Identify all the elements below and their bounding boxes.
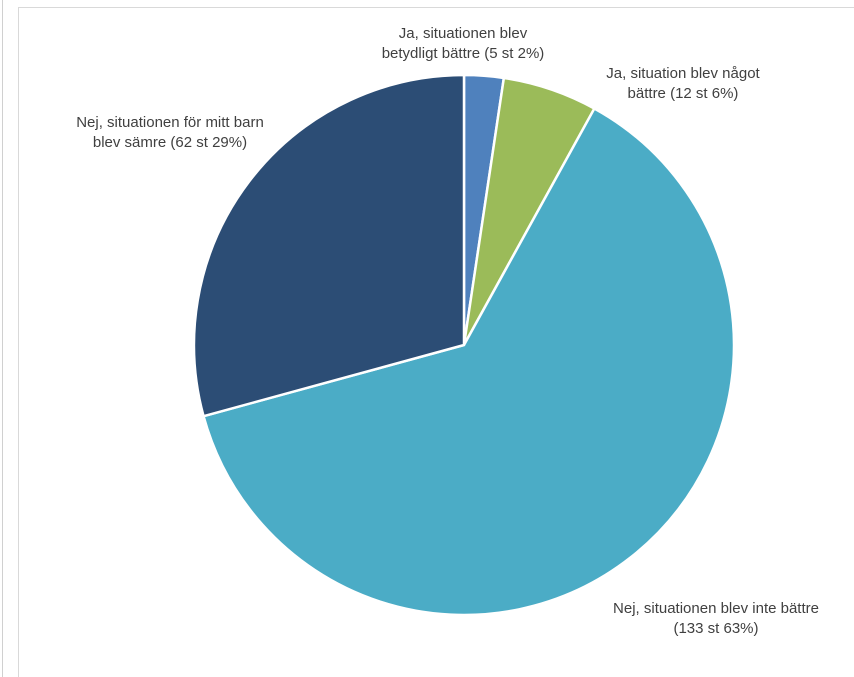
slice-label-nej-inte-battre: Nej, situationen blev inte bättre (133 s… xyxy=(576,599,854,639)
slice-nej-samre xyxy=(192,73,466,418)
slice-label-line: Ja, situation blev något xyxy=(606,65,760,82)
pie-slices xyxy=(192,73,736,617)
slice-label-line: Nej, situationen blev inte bättre xyxy=(613,600,819,617)
slice-label-line: Nej, situationen för mitt barn xyxy=(76,114,264,131)
slice-label-ja-nagot: Ja, situation blev något bättre (12 st 6… xyxy=(548,64,818,104)
slice-label-line: betydligt bättre (5 st 2%) xyxy=(381,45,545,62)
slice-label-line: (133 st 63%) xyxy=(673,620,759,637)
slice-label-line: bättre (12 st 6%) xyxy=(627,85,739,102)
slice-label-nej-samre: Nej, situationen för mitt barn blev sämr… xyxy=(35,113,305,153)
chart-area xyxy=(18,7,854,677)
slice-label-line: Ja, situationen blev xyxy=(398,25,528,42)
slice-label-ja-betydligt: Ja, situationen blev betydligt bättre (5… xyxy=(318,24,608,64)
slice-nej-inte-battre xyxy=(202,107,736,617)
slice-label-line: blev sämre (62 st 29%) xyxy=(92,134,248,151)
window-edge xyxy=(2,0,3,677)
